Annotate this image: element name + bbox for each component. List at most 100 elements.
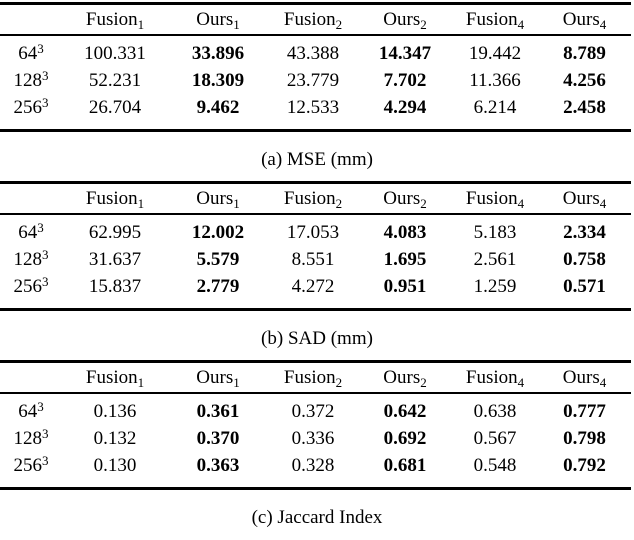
column-header-base: Ours — [562, 367, 600, 388]
data-cell: 0.798 — [563, 428, 606, 449]
header-row: Fusion1 Ours1 Fusion2 Ours2 Fusion4 Ours4 — [0, 3, 631, 36]
data-cell: 0.363 — [196, 455, 240, 476]
data-cell: 2.334 — [563, 222, 606, 243]
row-label: 643 — [0, 214, 62, 246]
column-header-base: Fusion — [465, 367, 518, 388]
column-header-subscript: 1 — [233, 196, 240, 211]
table-row: 2563 15.837 2.779 4.272 0.951 1.259 0.571 — [0, 273, 631, 310]
data-cell: 0.692 — [383, 428, 427, 449]
column-header-subscript: 1 — [137, 17, 145, 32]
row-label-base: 64 — [18, 43, 38, 64]
data-cell: 18.309 — [191, 70, 245, 91]
column-header-base: Fusion — [465, 9, 518, 30]
table-row: 643 62.995 12.002 17.053 4.083 5.183 2.334 — [0, 214, 631, 246]
row-label-exponent: 3 — [37, 399, 44, 414]
data-cell: 0.571 — [563, 276, 606, 297]
column-header-subscript: 4 — [517, 196, 525, 211]
corner-cell — [0, 361, 62, 394]
data-cell: 2.561 — [473, 249, 517, 270]
row-label-exponent: 3 — [42, 426, 49, 441]
data-cell: 0.130 — [93, 455, 137, 476]
column-header-subscript: 2 — [420, 17, 427, 32]
row-label-exponent: 3 — [37, 220, 44, 235]
column-header-fusion1: Fusion1 — [62, 3, 168, 36]
column-header-base: Ours — [196, 188, 234, 209]
column-header-subscript: 4 — [599, 196, 607, 211]
column-header-ours1: Ours1 — [168, 3, 268, 36]
column-header-base: Fusion — [283, 188, 336, 209]
column-header-subscript: 1 — [137, 375, 145, 390]
table-row: 643 100.331 33.896 43.388 14.347 19.442 8.789 — [0, 35, 631, 67]
row-label: 2563 — [0, 94, 62, 131]
data-cell: 12.002 — [191, 222, 245, 243]
column-header-subscript: 2 — [335, 375, 343, 390]
data-cell: 0.361 — [196, 401, 240, 422]
table-section-jaccard: Fusion1 Ours1 Fusion2 Ours2 Fusion4 Ours4 643… — [0, 360, 634, 529]
row-label: 2563 — [0, 273, 62, 310]
data-cell: 7.702 — [383, 70, 427, 91]
table-section-mse: Fusion1 Ours1 Fusion2 Ours2 Fusion4 Ours4 643… — [0, 2, 634, 171]
column-header-ours4: Ours4 — [538, 182, 631, 215]
row-label: 1283 — [0, 67, 62, 94]
data-cell: 0.951 — [383, 276, 427, 297]
column-header-subscript: 2 — [335, 196, 343, 211]
column-header-ours4: Ours4 — [538, 361, 631, 394]
data-cell: 1.259 — [473, 276, 517, 297]
data-cell: 8.551 — [291, 249, 335, 270]
data-cell: 17.053 — [286, 222, 340, 243]
column-header-base: Ours — [562, 9, 600, 30]
column-header-subscript: 4 — [599, 17, 607, 32]
column-header-subscript: 2 — [420, 196, 427, 211]
corner-cell — [0, 182, 62, 215]
data-cell: 100.331 — [84, 43, 146, 64]
header-row: Fusion1 Ours1 Fusion2 Ours2 Fusion4 Ours4 — [0, 361, 631, 394]
column-header-fusion4: Fusion4 — [452, 361, 538, 394]
data-cell: 0.777 — [563, 401, 606, 422]
row-label: 2563 — [0, 452, 62, 489]
data-cell: 0.132 — [93, 428, 137, 449]
column-header-base: Fusion — [85, 188, 138, 209]
caption-text: (c) Jaccard Index — [251, 507, 383, 528]
data-cell: 4.294 — [383, 97, 427, 118]
column-header-base: Ours — [562, 188, 600, 209]
data-cell: 0.370 — [196, 428, 240, 449]
data-cell: 0.642 — [383, 401, 427, 422]
data-cell: 31.637 — [88, 249, 142, 270]
data-cell: 0.136 — [93, 401, 137, 422]
column-header-fusion1: Fusion1 — [62, 182, 168, 215]
table-row: 2563 0.130 0.363 0.328 0.681 0.548 0.792 — [0, 452, 631, 489]
row-label-exponent: 3 — [42, 247, 49, 262]
data-cell: 12.533 — [286, 97, 340, 118]
data-cell: 0.567 — [473, 428, 517, 449]
column-header-base: Fusion — [283, 9, 336, 30]
column-header-subscript: 1 — [233, 375, 240, 390]
data-cell: 1.695 — [383, 249, 427, 270]
column-header-ours1: Ours1 — [168, 182, 268, 215]
row-label-base: 256 — [13, 276, 43, 297]
data-cell: 19.442 — [468, 43, 522, 64]
row-label-base: 128 — [13, 70, 43, 91]
column-header-fusion4: Fusion4 — [452, 3, 538, 36]
results-table-mse: Fusion1 Ours1 Fusion2 Ours2 Fusion4 Ours4 643… — [0, 2, 631, 132]
data-cell: 8.789 — [563, 43, 606, 64]
data-cell: 5.183 — [473, 222, 517, 243]
caption-text: (b) SAD (mm) — [261, 328, 373, 349]
corner-cell — [0, 3, 62, 36]
table-caption-mse: (a) MSE (mm) — [0, 149, 634, 171]
column-header-ours2: Ours2 — [358, 3, 452, 36]
column-header-fusion4: Fusion4 — [452, 182, 538, 215]
data-cell: 26.704 — [88, 97, 142, 118]
row-label-base: 128 — [13, 249, 43, 270]
data-cell: 0.681 — [383, 455, 427, 476]
table-caption-jaccard: (c) Jaccard Index — [0, 507, 634, 529]
data-cell: 14.347 — [378, 43, 432, 64]
table-row: 1283 52.231 18.309 23.779 7.702 11.366 4.256 — [0, 67, 631, 94]
column-header-base: Ours — [383, 9, 421, 30]
table-row: 1283 31.637 5.579 8.551 1.695 2.561 0.758 — [0, 246, 631, 273]
column-header-ours2: Ours2 — [358, 182, 452, 215]
column-header-subscript: 2 — [335, 17, 343, 32]
column-header-base: Ours — [196, 9, 234, 30]
column-header-base: Ours — [383, 188, 421, 209]
column-header-fusion1: Fusion1 — [62, 361, 168, 394]
